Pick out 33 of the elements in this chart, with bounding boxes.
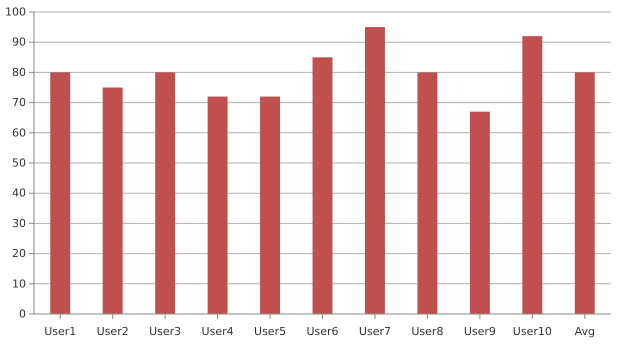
y-tick-label: 30 — [12, 216, 26, 230]
x-tick-label: User8 — [411, 325, 444, 338]
y-tick-label: 20 — [12, 247, 26, 260]
x-tick-label: User5 — [254, 325, 286, 338]
x-tick-label: User7 — [358, 325, 391, 338]
x-tick-label: User4 — [202, 325, 234, 338]
y-tick-label: 0 — [19, 308, 26, 321]
x-tick-label: User2 — [96, 325, 129, 338]
y-tick-label: 100 — [5, 6, 26, 19]
x-tick-label: User6 — [306, 325, 339, 338]
bar — [470, 112, 490, 314]
bar — [102, 88, 123, 314]
x-tick-label: User1 — [44, 325, 76, 338]
y-tick-label: 60 — [12, 126, 26, 140]
bar — [312, 57, 332, 314]
x-tick-label: User9 — [464, 325, 496, 338]
bar — [260, 96, 280, 314]
bar — [364, 27, 385, 314]
bar — [574, 72, 595, 314]
bar — [208, 96, 228, 314]
x-tick-label: User3 — [149, 325, 182, 338]
y-tick-label: 90 — [12, 36, 26, 49]
y-tick-label: 80 — [12, 66, 26, 79]
y-tick-label: 70 — [12, 96, 26, 110]
bar — [417, 72, 438, 314]
y-tick-label: 10 — [12, 277, 26, 290]
x-tick-label: User10 — [512, 325, 552, 338]
x-tick-label: Avg — [574, 325, 595, 338]
bar — [155, 72, 176, 314]
y-tick-label: 40 — [12, 186, 26, 200]
y-tick-label: 50 — [12, 156, 26, 170]
bar — [50, 72, 70, 314]
bar — [522, 36, 542, 314]
